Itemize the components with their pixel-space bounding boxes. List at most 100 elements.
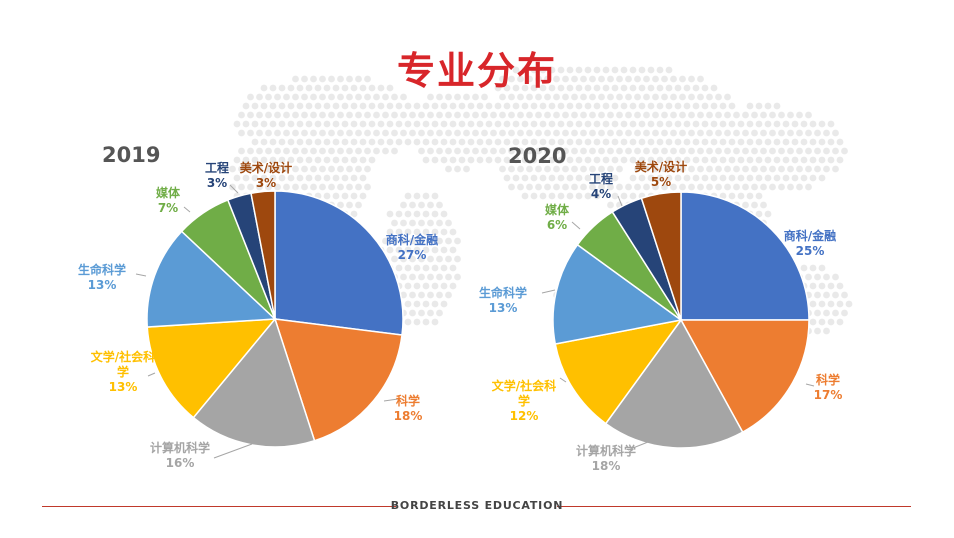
- map-dot: [746, 156, 754, 164]
- map-dot: [404, 192, 412, 200]
- map-dot: [427, 309, 434, 317]
- map-dot: [634, 147, 641, 155]
- map-dot: [404, 282, 412, 290]
- map-dot: [778, 111, 785, 119]
- map-dot: [589, 129, 596, 137]
- map-dot: [499, 165, 506, 173]
- map-dot: [742, 183, 749, 191]
- map-dot: [827, 300, 835, 308]
- map-dot: [526, 129, 533, 137]
- map-dot: [247, 147, 254, 155]
- map-dot: [688, 93, 695, 101]
- map-dot: [359, 174, 367, 182]
- map-dot: [566, 102, 574, 110]
- map-dot: [521, 156, 529, 164]
- leader-line: [183, 206, 191, 213]
- map-dot: [593, 174, 601, 182]
- map-dot: [368, 84, 376, 92]
- map-dot: [575, 174, 583, 182]
- map-dot: [670, 129, 677, 137]
- map-dot: [616, 93, 623, 101]
- map-dot: [755, 102, 763, 110]
- map-dot: [247, 93, 254, 101]
- map-dot: [436, 93, 443, 101]
- map-dot: [764, 138, 772, 146]
- map-dot: [548, 120, 556, 128]
- map-dot: [476, 138, 484, 146]
- map-dot: [751, 183, 758, 191]
- map-dot: [724, 183, 731, 191]
- map-dot: [508, 147, 515, 155]
- map-dot: [404, 318, 412, 326]
- map-dot: [332, 138, 340, 146]
- map-dot: [355, 183, 362, 191]
- map-dot: [391, 219, 398, 227]
- map-dot: [728, 174, 736, 182]
- map-dot: [256, 147, 263, 155]
- map-dot: [751, 147, 758, 155]
- map-dot: [562, 165, 569, 173]
- map-dot: [404, 102, 412, 110]
- map-dot: [773, 102, 781, 110]
- map-dot: [580, 111, 587, 119]
- map-dot: [260, 84, 268, 92]
- map-dot: [805, 165, 812, 173]
- map-dot: [499, 111, 506, 119]
- map-dot: [292, 111, 299, 119]
- map-dot: [719, 192, 727, 200]
- map-dot: [418, 219, 425, 227]
- map-dot: [472, 93, 479, 101]
- map-dot: [616, 129, 623, 137]
- map-dot: [395, 120, 403, 128]
- map-dot: [431, 156, 439, 164]
- map-dot: [530, 102, 538, 110]
- map-dot: [364, 93, 371, 101]
- map-dot: [530, 174, 538, 182]
- data-label-category: 科学: [396, 393, 420, 408]
- map-dot: [341, 120, 349, 128]
- map-dot: [535, 147, 542, 155]
- map-dot: [611, 192, 619, 200]
- map-dot: [386, 210, 394, 218]
- map-dot: [431, 246, 439, 254]
- map-dot: [530, 120, 538, 128]
- map-dot: [436, 309, 443, 317]
- map-dot: [503, 174, 511, 182]
- map-dot: [679, 165, 686, 173]
- map-dot: [431, 318, 439, 326]
- map-dot: [377, 138, 385, 146]
- map-dot: [422, 318, 430, 326]
- map-dot: [332, 120, 340, 128]
- data-label-category: 生命科学: [479, 285, 527, 300]
- map-dot: [544, 75, 551, 83]
- map-dot: [278, 138, 286, 146]
- map-dot: [494, 120, 502, 128]
- map-dot: [557, 84, 565, 92]
- map-dot: [769, 129, 776, 137]
- map-dot: [427, 273, 434, 281]
- map-dot: [719, 120, 727, 128]
- map-dot: [337, 183, 344, 191]
- map-dot: [314, 120, 322, 128]
- map-dot: [607, 201, 614, 209]
- map-dot: [602, 156, 610, 164]
- map-dot: [787, 111, 794, 119]
- map-dot: [742, 129, 749, 137]
- map-dot: [400, 201, 407, 209]
- map-dot: [643, 183, 650, 191]
- leader-line: [383, 398, 399, 402]
- data-label-category: 文学/社会科: [91, 349, 155, 364]
- map-dot: [683, 138, 691, 146]
- map-dot: [242, 174, 250, 182]
- map-dot: [386, 246, 394, 254]
- map-dot: [454, 255, 461, 263]
- map-dot: [751, 165, 758, 173]
- map-dot: [571, 111, 578, 119]
- map-dot: [616, 183, 623, 191]
- map-dot: [391, 237, 398, 245]
- map-dot: [292, 165, 299, 173]
- map-dot: [598, 129, 605, 137]
- map-dot: [656, 156, 664, 164]
- map-dot: [418, 129, 425, 137]
- map-dot: [683, 174, 691, 182]
